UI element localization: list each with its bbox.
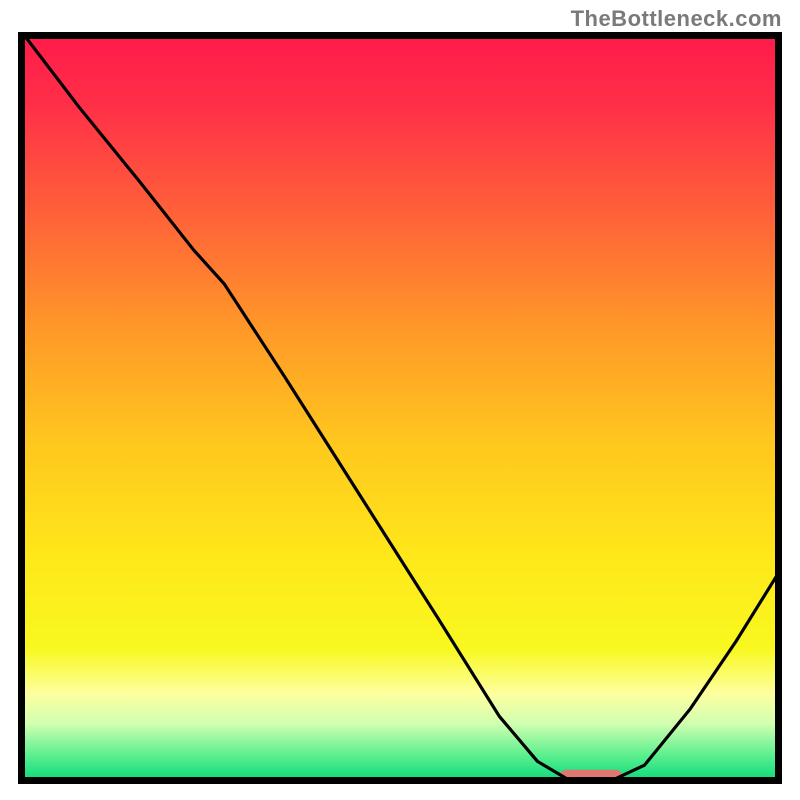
- plot-area: [18, 32, 782, 784]
- chart-container: TheBottleneck.com: [0, 0, 800, 800]
- watermark-text: TheBottleneck.com: [571, 6, 782, 32]
- bottleneck-curve: [22, 32, 778, 779]
- curve-layer: [18, 32, 782, 784]
- optimum-marker: [559, 770, 624, 784]
